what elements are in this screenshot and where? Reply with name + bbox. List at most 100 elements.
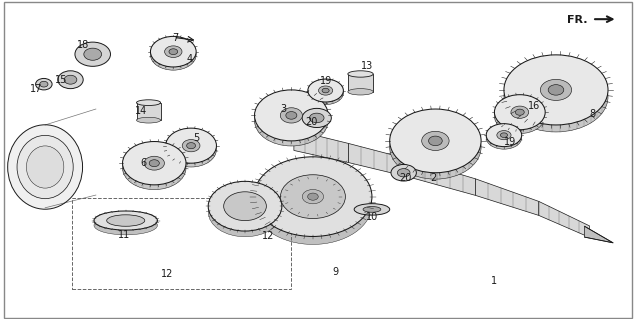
Ellipse shape	[497, 131, 511, 140]
Ellipse shape	[36, 78, 52, 90]
Ellipse shape	[308, 193, 318, 200]
Polygon shape	[475, 179, 539, 215]
Ellipse shape	[254, 90, 328, 141]
Ellipse shape	[137, 100, 161, 106]
Text: 20: 20	[399, 173, 411, 183]
Ellipse shape	[144, 156, 165, 170]
Ellipse shape	[208, 187, 282, 237]
Ellipse shape	[151, 36, 196, 67]
Ellipse shape	[94, 211, 158, 230]
Text: 2: 2	[431, 172, 437, 182]
Ellipse shape	[422, 131, 449, 150]
Text: 20: 20	[305, 117, 318, 127]
Ellipse shape	[149, 160, 160, 167]
Ellipse shape	[84, 48, 102, 60]
Bar	[72, 198, 291, 289]
Text: 8: 8	[589, 109, 595, 119]
Polygon shape	[294, 130, 349, 163]
Text: 7: 7	[172, 33, 178, 43]
Text: 5: 5	[193, 133, 199, 143]
Ellipse shape	[348, 71, 373, 77]
Ellipse shape	[58, 71, 83, 89]
Text: 16: 16	[528, 101, 540, 111]
Ellipse shape	[254, 95, 328, 146]
Ellipse shape	[390, 116, 481, 179]
Ellipse shape	[501, 133, 508, 138]
Ellipse shape	[123, 146, 186, 190]
Ellipse shape	[186, 143, 195, 149]
Ellipse shape	[541, 79, 572, 100]
Text: 12: 12	[262, 231, 275, 241]
Ellipse shape	[302, 108, 331, 127]
Ellipse shape	[8, 125, 83, 209]
Ellipse shape	[17, 135, 73, 199]
Ellipse shape	[322, 88, 329, 93]
Text: 19: 19	[504, 137, 516, 147]
Ellipse shape	[208, 181, 282, 231]
Ellipse shape	[165, 46, 182, 58]
Ellipse shape	[494, 99, 545, 133]
Ellipse shape	[310, 113, 324, 123]
Ellipse shape	[504, 62, 608, 132]
Ellipse shape	[308, 79, 343, 102]
Ellipse shape	[286, 179, 340, 215]
Ellipse shape	[429, 136, 442, 146]
Ellipse shape	[486, 124, 522, 147]
Ellipse shape	[494, 95, 545, 130]
Text: 14: 14	[135, 106, 148, 116]
Ellipse shape	[319, 86, 333, 95]
Ellipse shape	[515, 109, 524, 115]
Ellipse shape	[504, 55, 608, 125]
Ellipse shape	[169, 49, 177, 55]
FancyBboxPatch shape	[4, 2, 632, 318]
Polygon shape	[412, 160, 475, 196]
Ellipse shape	[390, 109, 481, 173]
Polygon shape	[539, 201, 590, 237]
Ellipse shape	[254, 157, 372, 236]
Ellipse shape	[224, 192, 266, 220]
Ellipse shape	[151, 40, 196, 70]
Ellipse shape	[280, 175, 345, 219]
Text: 11: 11	[118, 230, 130, 240]
Ellipse shape	[391, 164, 417, 181]
Text: 15: 15	[55, 75, 68, 85]
Text: 6: 6	[141, 157, 146, 168]
Ellipse shape	[363, 206, 381, 212]
Polygon shape	[584, 226, 613, 243]
Text: 12: 12	[161, 269, 173, 279]
Ellipse shape	[27, 146, 64, 188]
Text: 13: 13	[361, 61, 373, 71]
Bar	[348, 74, 373, 92]
Text: 3: 3	[280, 104, 286, 114]
Ellipse shape	[137, 117, 161, 123]
Ellipse shape	[64, 75, 77, 84]
Ellipse shape	[254, 165, 372, 244]
Ellipse shape	[398, 169, 410, 177]
Ellipse shape	[308, 82, 343, 105]
Ellipse shape	[486, 126, 522, 149]
Ellipse shape	[123, 141, 186, 185]
Ellipse shape	[39, 81, 48, 87]
Text: 19: 19	[319, 76, 332, 86]
Text: 1: 1	[492, 276, 497, 286]
Text: 17: 17	[30, 84, 43, 94]
Ellipse shape	[107, 215, 145, 226]
Text: 9: 9	[333, 267, 339, 277]
Ellipse shape	[302, 189, 324, 204]
Ellipse shape	[548, 85, 563, 95]
Ellipse shape	[75, 42, 111, 66]
Ellipse shape	[348, 89, 373, 95]
Text: FR.: FR.	[567, 15, 588, 25]
Ellipse shape	[166, 132, 216, 167]
Ellipse shape	[166, 128, 216, 163]
Ellipse shape	[511, 106, 529, 118]
Text: 18: 18	[77, 40, 89, 50]
Ellipse shape	[182, 140, 200, 152]
Ellipse shape	[286, 112, 297, 119]
Ellipse shape	[354, 204, 390, 215]
Ellipse shape	[94, 216, 158, 235]
Bar	[137, 103, 161, 120]
Text: 10: 10	[366, 212, 378, 222]
Polygon shape	[349, 143, 412, 178]
Text: 4: 4	[187, 54, 193, 64]
